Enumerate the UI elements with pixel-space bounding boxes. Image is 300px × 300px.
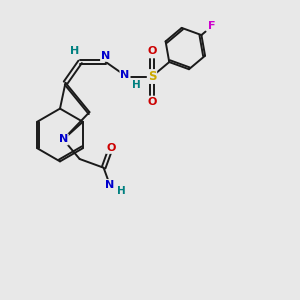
- Text: H: H: [132, 80, 140, 90]
- Text: N: N: [101, 51, 110, 61]
- Text: H: H: [117, 186, 125, 196]
- Text: F: F: [208, 21, 215, 32]
- Text: S: S: [148, 70, 156, 83]
- Text: O: O: [147, 46, 157, 56]
- Text: O: O: [106, 143, 116, 153]
- Text: N: N: [120, 70, 130, 80]
- Text: O: O: [147, 97, 157, 107]
- Text: N: N: [58, 134, 68, 145]
- Text: H: H: [70, 46, 79, 56]
- Text: N: N: [105, 180, 114, 190]
